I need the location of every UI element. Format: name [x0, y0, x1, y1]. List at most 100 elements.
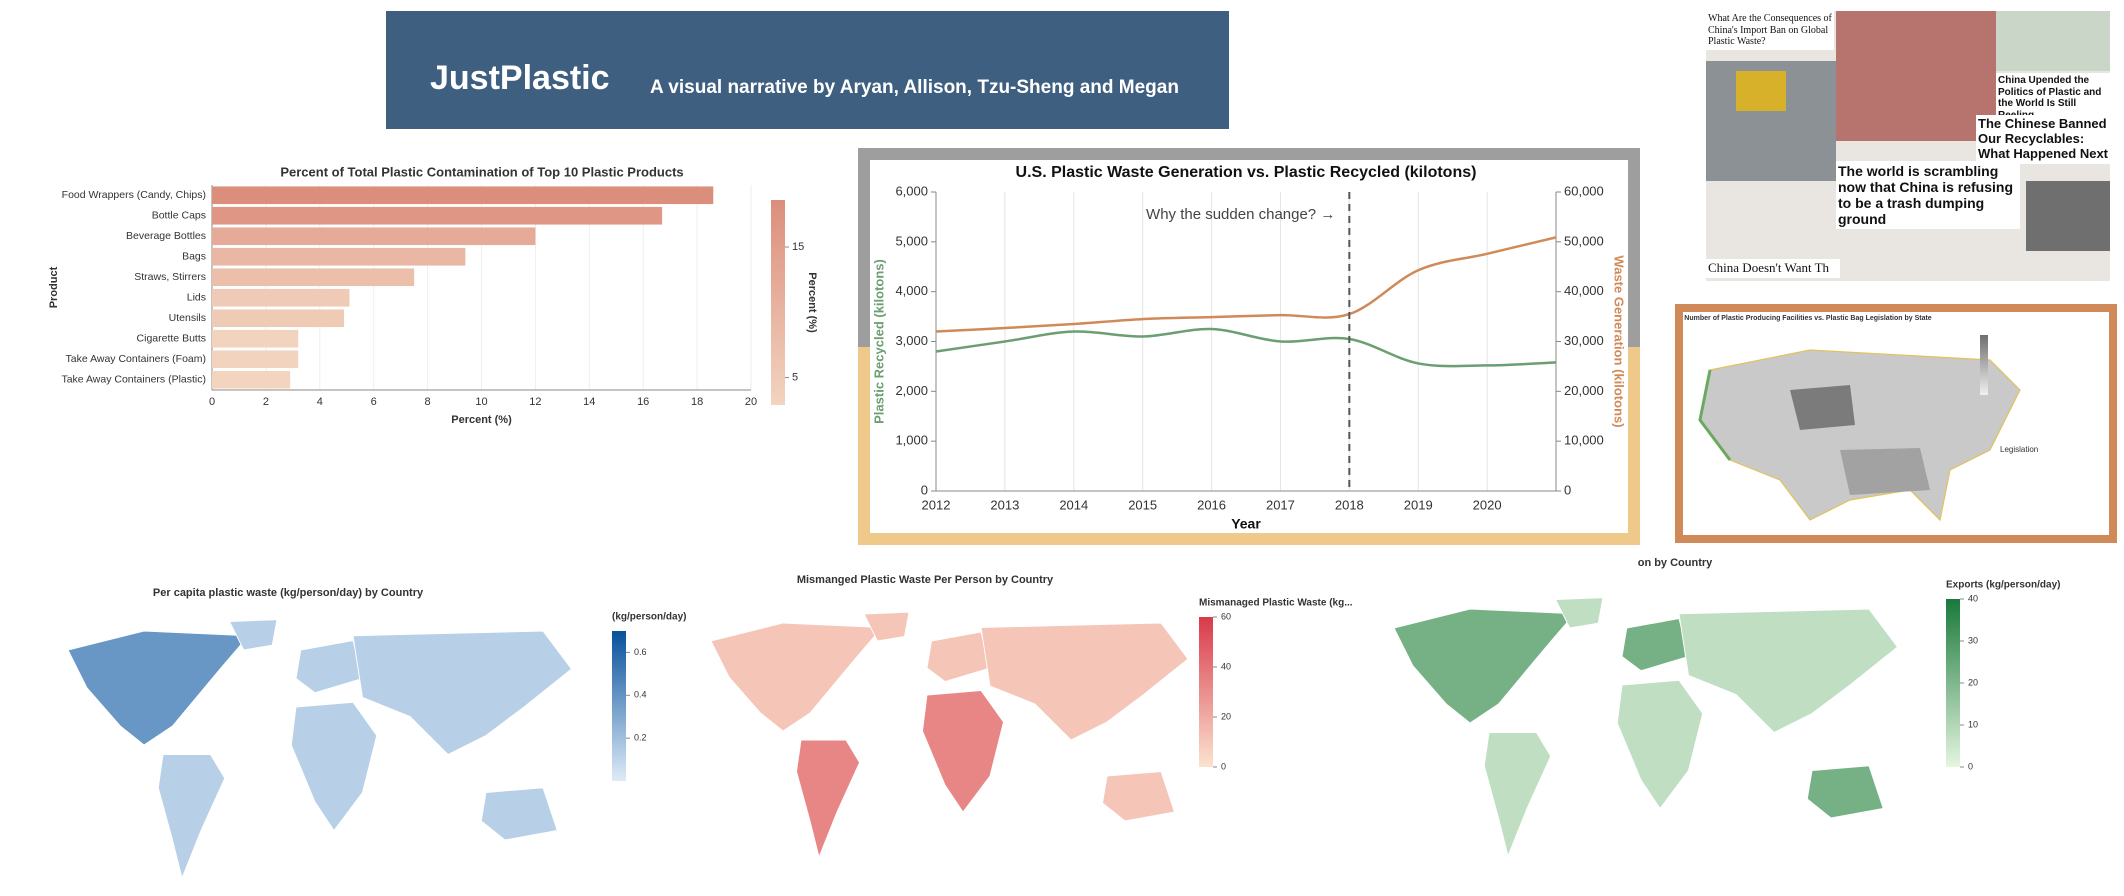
- color-legend: [612, 631, 626, 781]
- y-tick-label: Bags: [182, 251, 206, 263]
- bar: [212, 329, 299, 348]
- photo: [2026, 181, 2110, 251]
- y-tick-label: Lids: [187, 292, 206, 304]
- map-title: Mismanged Plastic Waste Per Person by Co…: [797, 574, 1054, 586]
- x-tick-label: 14: [583, 396, 595, 408]
- y-axis-label: Plastic Recycled (kilotons): [871, 259, 886, 424]
- y-tick-label: Take Away Containers (Foam): [66, 353, 206, 365]
- color-legend: [771, 200, 785, 405]
- y-tick-label: Beverage Bottles: [126, 230, 206, 242]
- y-tick-label: Food Wrappers (Candy, Chips): [62, 189, 206, 201]
- map-title: Number of Plastic Producing Facilities v…: [1684, 315, 1932, 322]
- header-title: JustPlastic: [430, 59, 610, 97]
- y-tick-label: Take Away Containers (Plastic): [61, 374, 206, 386]
- line-panel: [870, 160, 1628, 533]
- legend-title: Mismanaged Plastic Waste (kg...: [1199, 598, 1353, 609]
- country-region: [1621, 617, 1690, 672]
- country-region: [1483, 732, 1552, 858]
- us-coast: [1698, 369, 1732, 461]
- y-tick-label: 0: [921, 482, 928, 497]
- bar: [212, 247, 466, 266]
- x-tick-label: 10: [475, 396, 487, 408]
- legend-tick-label: 15: [792, 241, 804, 253]
- bar: [212, 268, 415, 287]
- country-region: [863, 611, 910, 642]
- y-tick-label: 3,000: [895, 333, 928, 348]
- y2-tick-label: 60,000: [1564, 183, 1604, 198]
- bar: [212, 309, 345, 328]
- y-tick-label: Straws, Stirrers: [134, 271, 206, 283]
- x-tick-label: 18: [691, 396, 703, 408]
- map: [1698, 349, 2021, 522]
- y-axis-label: Product: [48, 266, 60, 308]
- x-axis-label: Year: [1231, 516, 1261, 532]
- us-states: [1699, 349, 2021, 522]
- map: [1393, 597, 1899, 858]
- legend-tick-label: 40: [1968, 593, 1978, 603]
- y2-tick-label: 20,000: [1564, 383, 1604, 398]
- country-region: [922, 690, 1004, 813]
- x-tick-label: 2013: [990, 497, 1019, 512]
- x-tick-label: 2016: [1197, 497, 1226, 512]
- country-region: [1616, 679, 1704, 810]
- photo: [1736, 71, 1786, 111]
- x-tick-label: 4: [317, 396, 323, 408]
- x-tick-label: 2018: [1335, 497, 1364, 512]
- headline: The world is scrambling now that China i…: [1836, 161, 2020, 230]
- photo: [1836, 11, 1996, 141]
- series-line: [935, 327, 1557, 368]
- header-banner: [386, 11, 1229, 129]
- x-tick-label: 2019: [1404, 497, 1433, 512]
- bar: [212, 288, 350, 307]
- x-tick-label: 20: [745, 396, 757, 408]
- x-tick-label: 2020: [1473, 497, 1502, 512]
- y-tick-label: 6,000: [895, 183, 928, 198]
- bar: [212, 227, 536, 246]
- country-region: [1678, 608, 1899, 734]
- series-line: [935, 236, 1557, 333]
- legend-tick-label: 0.6: [634, 647, 647, 657]
- y-tick-label: Cigarette Butts: [137, 333, 206, 345]
- country-region: [926, 631, 991, 682]
- chart-title: Percent of Total Plastic Contamination o…: [280, 164, 683, 179]
- y2-tick-label: 50,000: [1564, 233, 1604, 248]
- country-region: [1102, 771, 1176, 822]
- legend-title: (kg/person/day): [612, 612, 686, 623]
- legend-tick-label: 40: [1221, 661, 1231, 671]
- legend-tick-label: 20: [1968, 677, 1978, 687]
- headline: China Doesn't Want Th: [1706, 259, 1840, 278]
- country-region: [352, 630, 573, 756]
- y-tick-label: 4,000: [895, 283, 928, 298]
- x-tick-label: 2: [263, 396, 269, 408]
- y2-tick-label: 10,000: [1564, 433, 1604, 448]
- x-tick-label: 8: [425, 396, 431, 408]
- country-region: [1806, 765, 1884, 819]
- x-axis-label: Percent (%): [451, 414, 512, 426]
- y-axis-label: Waste Generation (kilotons): [1612, 255, 1627, 427]
- country-region: [480, 787, 558, 841]
- legend-title: Exports (kg/person/day): [1946, 580, 2060, 591]
- bar: [212, 186, 714, 205]
- y2-tick-label: 30,000: [1564, 333, 1604, 348]
- headline: The Chinese Banned Our Recyclables: What…: [1976, 115, 2110, 164]
- country-region: [1554, 597, 1604, 629]
- country-region: [980, 622, 1189, 741]
- map-title: on by Country: [1638, 557, 1713, 569]
- color-legend: [1946, 599, 1960, 767]
- y-tick-label: 5,000: [895, 233, 928, 248]
- legend-tick-label: 0: [1968, 761, 1973, 771]
- legend-tick-label: 60: [1221, 611, 1231, 621]
- legend-tick-label: 10: [1968, 719, 1978, 729]
- y2-tick-label: 40,000: [1564, 283, 1604, 298]
- y-tick-label: 1,000: [895, 433, 928, 448]
- country-region: [710, 622, 883, 732]
- photo: [1996, 11, 2110, 71]
- legend-tick-label: 30: [1968, 635, 1978, 645]
- legend-title: Percent (%): [806, 272, 818, 333]
- map-title: Per capita plastic waste (kg/person/day)…: [153, 587, 424, 599]
- x-tick-label: 2012: [922, 497, 951, 512]
- country-region: [1393, 608, 1576, 724]
- us-states: [1790, 385, 1855, 430]
- bar: [212, 370, 291, 389]
